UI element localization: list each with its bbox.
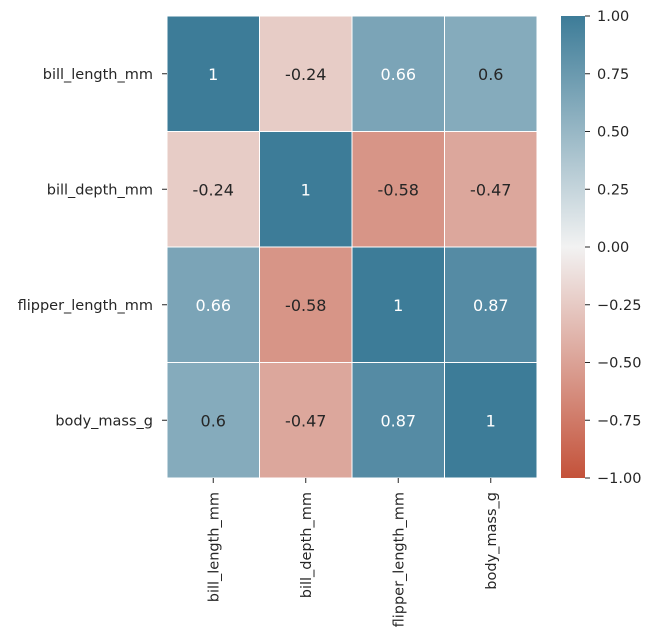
- colorbar-tick-label: −0.25: [597, 298, 641, 314]
- heatmap-cell: [166, 131, 260, 248]
- x-tick-label: bill_length_mm: [206, 492, 222, 602]
- cell-value-label: 1: [208, 65, 218, 84]
- cell-value-label: 0.87: [473, 296, 509, 315]
- x-tick-label: bill_depth_mm: [299, 492, 315, 598]
- cell-value-label: 0.87: [380, 411, 416, 430]
- cell-value-label: 0.6: [478, 65, 503, 84]
- heatmap-cell: [166, 15, 260, 132]
- y-axis: bill_length_mm bill_depth_mm flipper_lengt…: [18, 67, 167, 429]
- colorbar: 1.00 0.75 0.50 0.25 0.00 −0.25 −0.50 −0.75 −1.00: [561, 9, 641, 487]
- colorbar-tick-label: 0.50: [597, 125, 629, 141]
- cell-value-label: 0.66: [380, 65, 416, 84]
- heatmap-cell: [444, 362, 538, 479]
- y-tick-label: bill_depth_mm: [47, 182, 153, 198]
- y-tick-label: body_mass_g: [55, 413, 153, 429]
- cell-value-label: 0.66: [195, 296, 231, 315]
- colorbar-gradient: [561, 16, 585, 478]
- cell-value-label: 0.6: [201, 411, 226, 430]
- heatmap-cell: [259, 15, 353, 132]
- heatmap-cell: [444, 131, 538, 248]
- heatmap-cell: [444, 15, 538, 132]
- cell-value-label: -0.24: [285, 65, 326, 84]
- x-axis: bill_length_mm bill_depth_mm flipper_lengt…: [206, 478, 500, 627]
- cell-value-label: -0.47: [470, 180, 511, 199]
- y-tick-label: bill_length_mm: [43, 67, 153, 83]
- cell-value-label: 1: [301, 180, 311, 199]
- colorbar-tick-label: 0.75: [597, 67, 629, 83]
- x-tick-label: body_mass_g: [484, 492, 500, 590]
- cell-value-label: 1: [486, 411, 496, 430]
- heatmap-cell-labels: 1 -0.24 0.66 0.6 -0.24 1 -0.58 -0.47 0.66 -0.58 1 0…: [193, 65, 512, 431]
- colorbar-tick-label: −0.50: [597, 356, 641, 372]
- heatmap-cells: [166, 15, 538, 479]
- cell-value-label: -0.58: [285, 296, 326, 315]
- x-tick-label: flipper_length_mm: [391, 492, 407, 627]
- cell-value-label: -0.24: [193, 180, 234, 199]
- heatmap-cell: [259, 362, 353, 479]
- heatmap-cell: [259, 246, 353, 363]
- colorbar-tick-label: 1.00: [597, 9, 629, 25]
- colorbar-tick-label: −1.00: [597, 471, 641, 487]
- y-tick-label: flipper_length_mm: [18, 298, 153, 314]
- colorbar-tick-label: 0.00: [597, 240, 629, 256]
- heatmap-cell: [259, 131, 353, 248]
- colorbar-tick-label: −0.75: [597, 413, 641, 429]
- heatmap-cell: [166, 362, 260, 479]
- heatmap-cell: [444, 246, 538, 363]
- heatmap-cell: [351, 15, 445, 132]
- cell-value-label: -0.58: [378, 180, 419, 199]
- cell-value-label: -0.47: [285, 411, 326, 430]
- heatmap-cell: [351, 362, 445, 479]
- colorbar-tick-label: 0.25: [597, 182, 629, 198]
- cell-value-label: 1: [393, 296, 403, 315]
